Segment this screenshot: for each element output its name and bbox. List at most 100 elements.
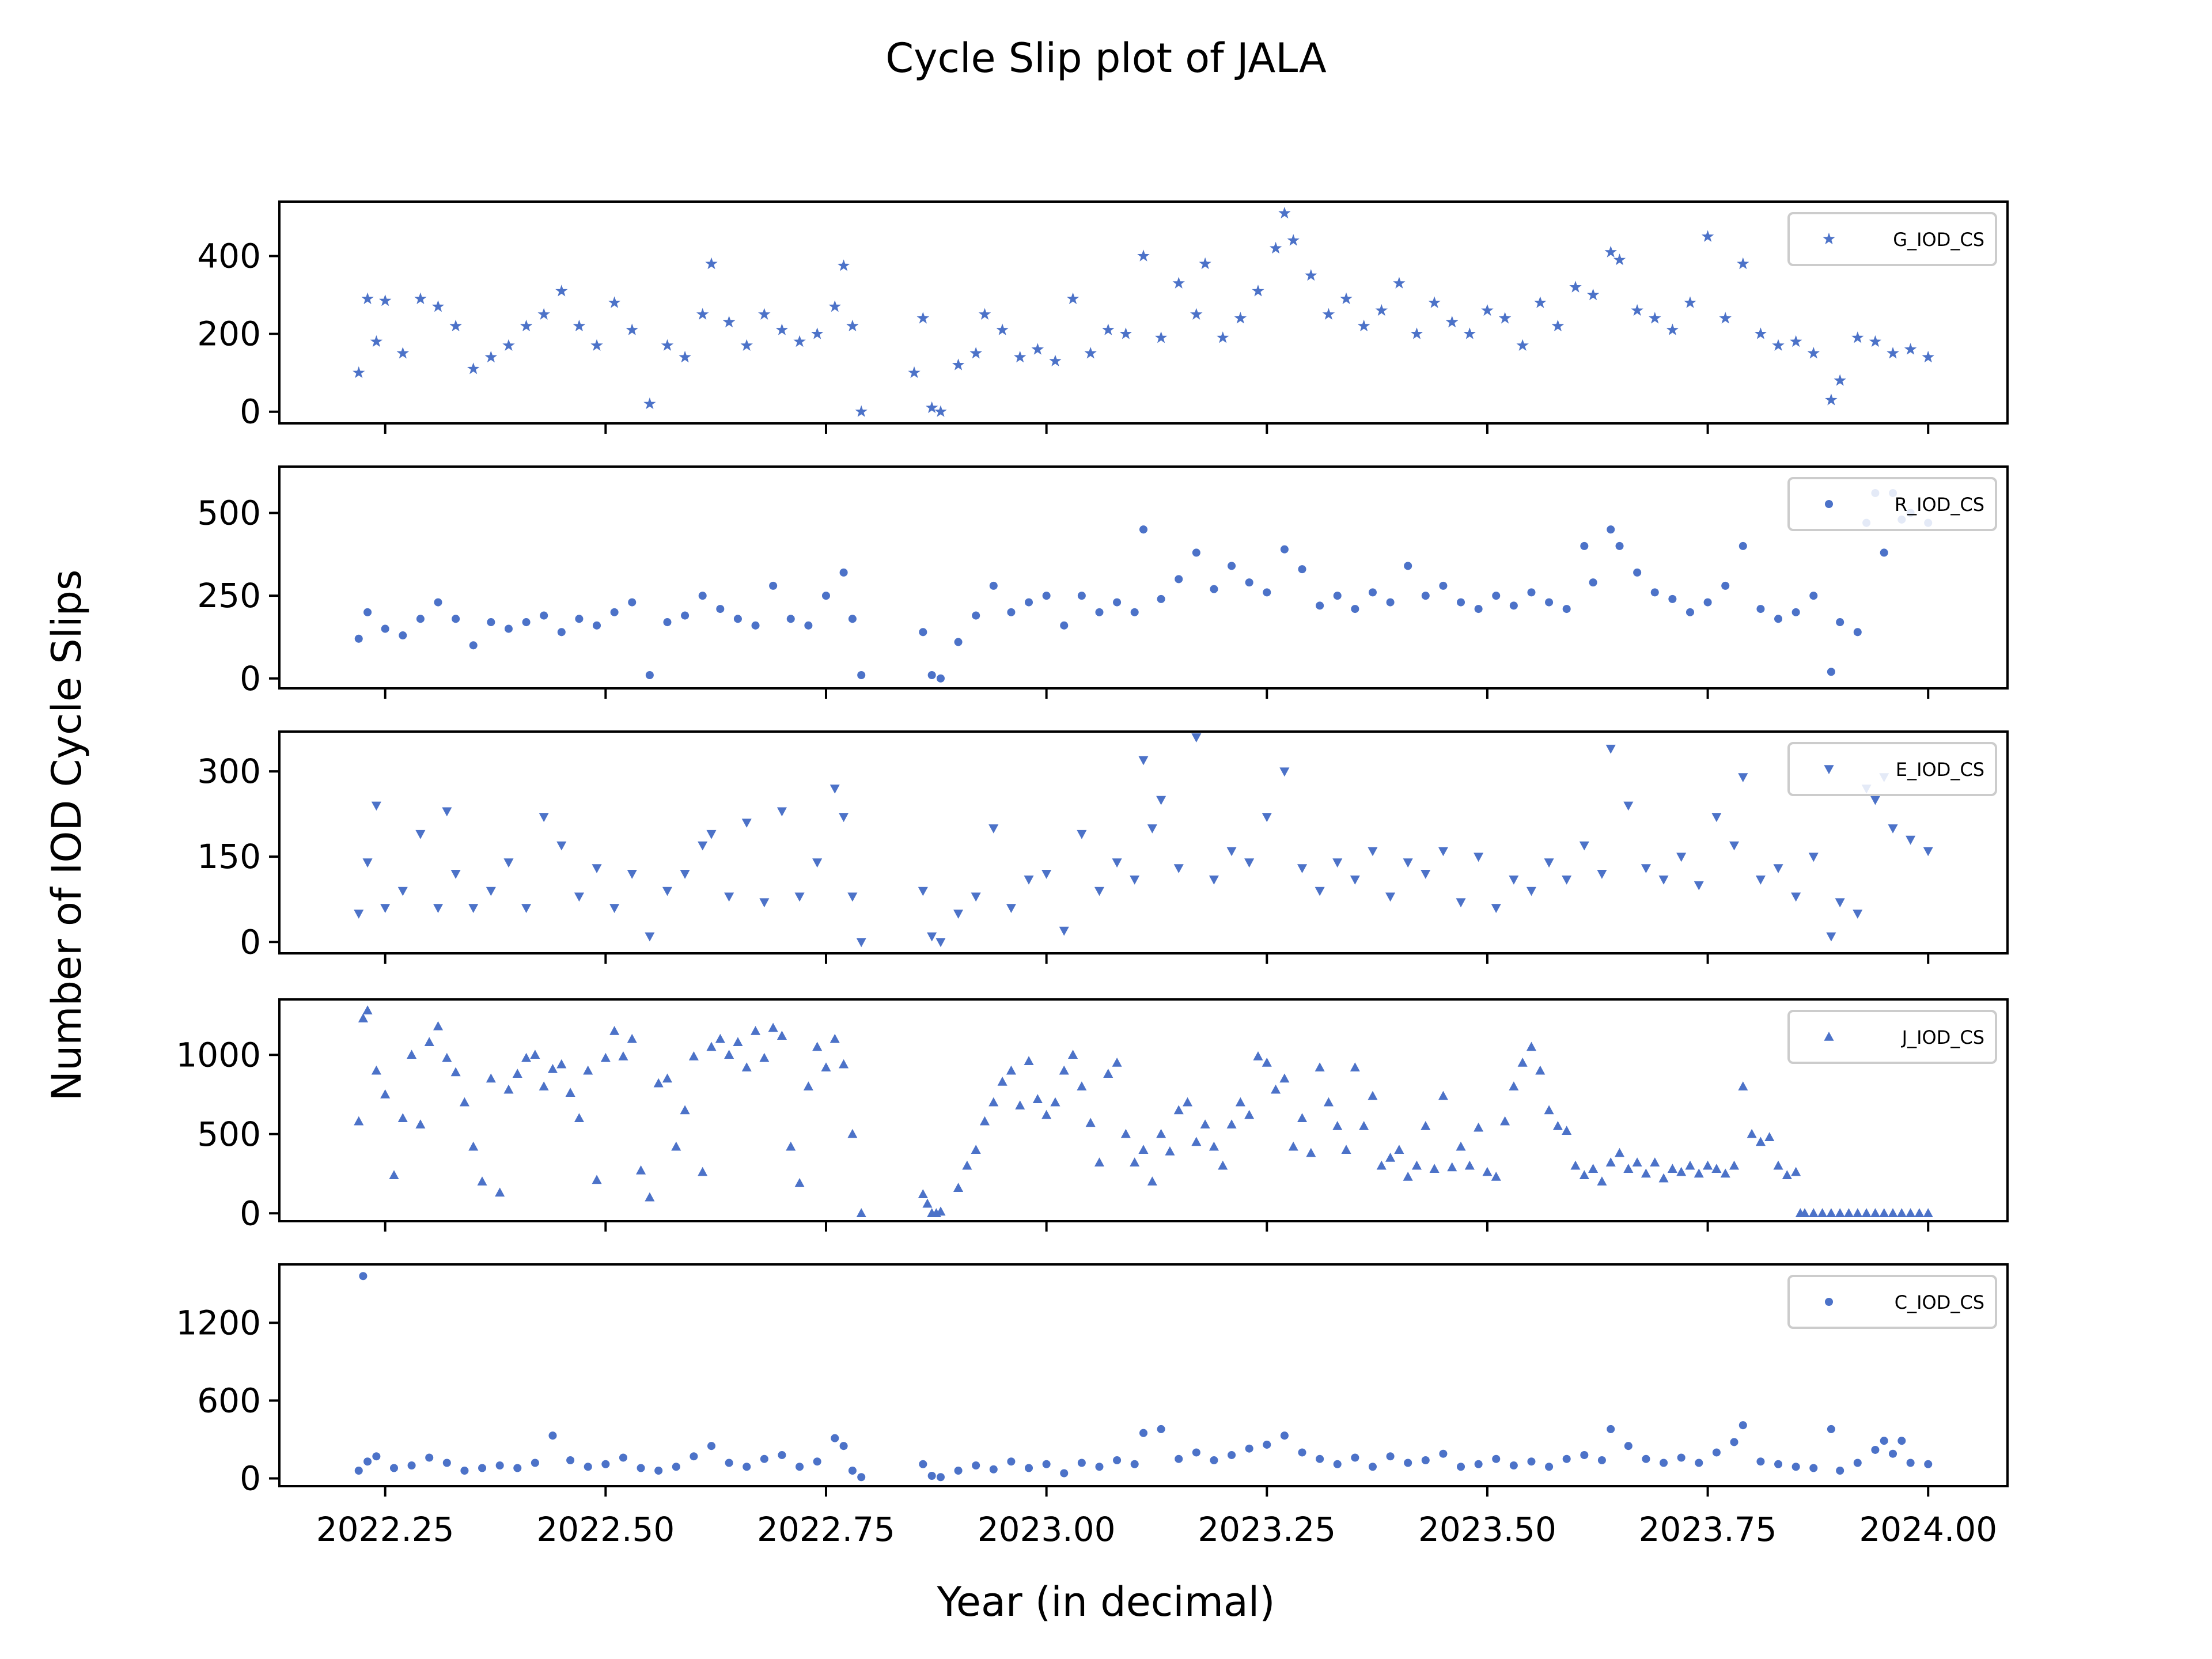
legend: G_IOD_CS [1787, 212, 1997, 266]
data-point [1280, 545, 1289, 554]
x-tick-label: 2022.25 [316, 1510, 454, 1549]
data-point [1077, 830, 1087, 839]
x-tick-label: 2023.00 [978, 1510, 1116, 1549]
data-point [1323, 1097, 1334, 1107]
data-point [1368, 588, 1377, 597]
data-point [1157, 594, 1165, 603]
data-point [1271, 1084, 1281, 1094]
data-point [811, 327, 824, 339]
data-point [1526, 887, 1536, 896]
data-point [758, 308, 771, 320]
panel-g-iod-cs: 0 200 400 G_IOD_CS [197, 200, 2009, 434]
data-point [1826, 932, 1836, 942]
data-point [1562, 605, 1571, 613]
data-point [672, 1463, 680, 1471]
data-point [1006, 1065, 1016, 1075]
y-tick-label: 0 [240, 1459, 261, 1498]
data-point [1660, 1459, 1668, 1467]
data-point [1375, 304, 1388, 316]
data-point [484, 350, 497, 363]
data-point [645, 1192, 655, 1202]
data-point [1551, 319, 1565, 332]
data-point [425, 1453, 434, 1462]
data-point [1059, 1065, 1069, 1075]
data-point [354, 1466, 363, 1475]
data-point [610, 608, 619, 616]
data-point [1694, 1168, 1704, 1178]
data-point [989, 1465, 998, 1474]
data-point [857, 671, 866, 680]
data-point [1368, 1090, 1378, 1100]
data-point [609, 1026, 620, 1035]
data-point [1359, 1121, 1369, 1130]
data-point [1411, 1160, 1422, 1170]
data-point [573, 319, 586, 332]
data-point [1791, 1166, 1801, 1176]
data-point [1481, 304, 1494, 316]
panel-j-iod-cs: 0 500 1000 J_IOD_CS [176, 998, 2009, 1233]
data-point [1790, 335, 1802, 347]
legend: E_IOD_CS [1787, 742, 1997, 796]
data-point [1263, 1440, 1271, 1449]
data-point [972, 1461, 980, 1469]
y-tick-label: 1000 [176, 1035, 261, 1074]
data-point [1658, 875, 1669, 885]
legend: R_IOD_CS [1787, 477, 1997, 531]
data-point [1138, 756, 1149, 766]
data-point [1773, 1160, 1783, 1170]
data-point [600, 1052, 611, 1062]
data-point [1139, 525, 1148, 534]
legend-box [1787, 742, 1997, 796]
data-point [469, 641, 478, 650]
data-point [1869, 335, 1882, 347]
data-point [1421, 1456, 1430, 1464]
data-point [1755, 1137, 1766, 1146]
data-point [1368, 1463, 1377, 1471]
data-point [1604, 245, 1617, 257]
data-point [813, 1457, 821, 1466]
data-point [503, 858, 514, 868]
x-tick-label: 2023.25 [1198, 1510, 1336, 1549]
data-point [643, 397, 656, 410]
data-point [997, 1077, 1007, 1086]
data-point [627, 1033, 637, 1043]
data-point [1624, 1442, 1633, 1450]
data-point [725, 1459, 733, 1467]
data-point [1190, 308, 1203, 320]
data-point [1287, 234, 1300, 246]
data-point [381, 624, 389, 633]
data-point [1773, 864, 1783, 873]
legend-label: R_IOD_CS [1895, 494, 1984, 516]
data-point [1607, 1425, 1615, 1433]
data-point [1491, 1172, 1501, 1181]
data-point [733, 1037, 743, 1046]
data-point [584, 1463, 592, 1471]
data-point [1509, 1461, 1518, 1469]
y-tick-label: 300 [197, 752, 261, 791]
data-point [759, 1052, 770, 1062]
data-point [1316, 1455, 1324, 1463]
data-point [452, 615, 460, 623]
data-point [1421, 870, 1431, 879]
data-point [1279, 1073, 1290, 1083]
data-point [1509, 875, 1519, 885]
data-point [927, 932, 937, 942]
data-point [1774, 615, 1783, 623]
data-point [1217, 331, 1229, 343]
data-point [759, 898, 770, 908]
data-point [855, 405, 868, 417]
data-point [927, 1471, 936, 1480]
data-point [1457, 1463, 1465, 1471]
data-point [1906, 1208, 1916, 1217]
data-point [1534, 296, 1547, 308]
data-point [1385, 892, 1396, 902]
data-point [1094, 887, 1104, 896]
data-point [706, 1041, 717, 1051]
data-point [1218, 1160, 1228, 1170]
data-point [389, 1464, 398, 1472]
data-point [1183, 1097, 1193, 1107]
data-point [1429, 1164, 1440, 1173]
data-point [1006, 904, 1016, 913]
data-point [433, 904, 444, 913]
data-point [1527, 588, 1536, 597]
